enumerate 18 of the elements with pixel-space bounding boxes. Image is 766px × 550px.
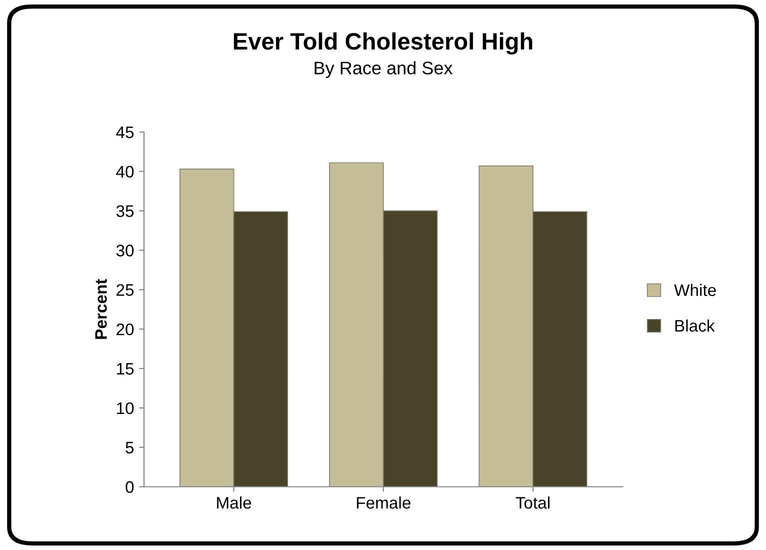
- y-tick-label: 25: [116, 284, 134, 296]
- y-tick-label: 35: [116, 205, 134, 218]
- y-tick-label: 15: [117, 363, 134, 375]
- chart-subtitle: By Race and Sex: [314, 61, 453, 78]
- y-axis-title: Percent: [95, 279, 107, 339]
- y-tick-label: 5: [126, 442, 134, 454]
- legend-label: Black: [675, 319, 715, 332]
- legend-label: White: [674, 284, 716, 296]
- x-tick-label: Total: [516, 496, 550, 509]
- y-tick-label: 0: [126, 481, 134, 493]
- y-tick-label: 30: [116, 244, 134, 256]
- x-tick-label: Male: [217, 496, 252, 509]
- y-tick-label: 40: [116, 166, 134, 178]
- y-tick-label: 20: [116, 323, 134, 336]
- y-tick-label: 10: [117, 402, 134, 414]
- y-tick-label: 45: [116, 126, 134, 138]
- x-tick-label: Female: [356, 496, 410, 509]
- chart-title: Ever Told Cholesterol High: [234, 32, 532, 55]
